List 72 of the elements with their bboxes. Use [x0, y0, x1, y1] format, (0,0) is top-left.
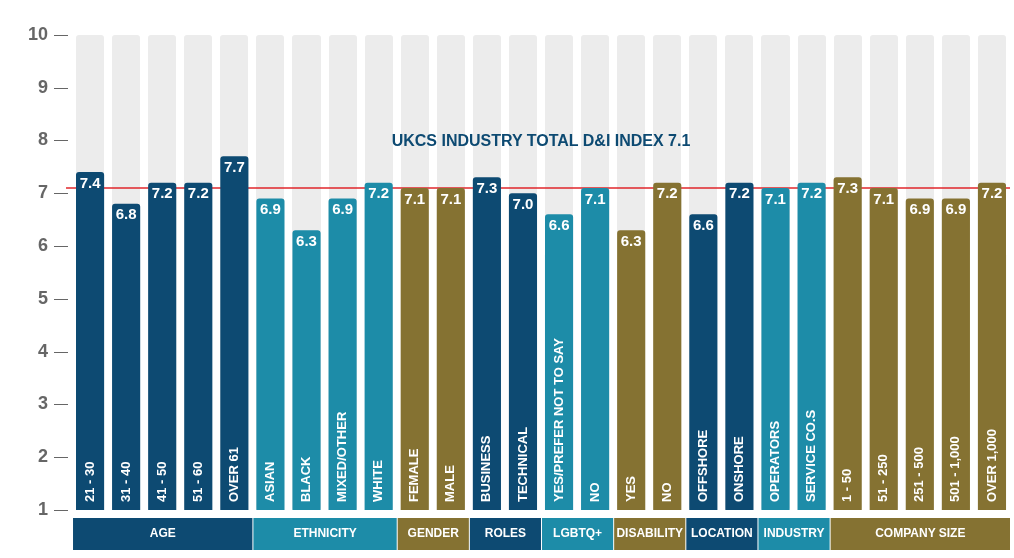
- x-tick-label: OVER 1,000: [983, 429, 999, 502]
- data-label: 7.4: [79, 173, 102, 191]
- ref-line-label: UKCS INDUSTRY TOTAL D&I INDEX 7.1: [391, 132, 691, 150]
- data-label: 7.7: [223, 157, 245, 175]
- x-tick-label: TECHNICAL: [514, 426, 530, 502]
- y-tick-label: 7: [38, 182, 49, 203]
- text: DISABILITY: [616, 526, 684, 541]
- data-label: 6.6: [548, 215, 570, 233]
- data-label: 6.6: [692, 215, 714, 233]
- x-tick-label: MALE: [442, 464, 458, 502]
- data-label: 7.0: [512, 194, 534, 212]
- data-label: 7.1: [873, 189, 895, 207]
- text: AGE: [149, 526, 176, 541]
- data-label: 7.3: [837, 179, 859, 196]
- x-tick-label: 51 - 60: [189, 461, 205, 502]
- y-tick-label: 8: [38, 129, 49, 150]
- x-tick-label: 251 - 500: [911, 447, 927, 502]
- x-tick-label: YES: [622, 475, 638, 502]
- data-label: 7.2: [187, 184, 209, 202]
- data-label: 7.3: [476, 179, 498, 196]
- data-label: 6.3: [620, 231, 642, 249]
- x-tick-label: ONSHORE: [731, 435, 747, 502]
- data-label: 7.1: [404, 189, 426, 207]
- x-tick-label: 1 - 50: [839, 468, 855, 502]
- text: ETHNICITY: [293, 526, 357, 541]
- y-tick-label: 1: [38, 498, 49, 519]
- x-tick-label: 31 - 40: [117, 461, 133, 502]
- y-tick-label: 3: [38, 393, 49, 414]
- x-tick-label: NO: [586, 482, 602, 502]
- x-tick-label: 41 - 50: [153, 461, 169, 502]
- data-label: 7.2: [368, 184, 390, 202]
- text: INDUSTRY: [763, 526, 825, 541]
- text: GENDER: [407, 526, 460, 541]
- x-tick-label: OVER 61: [225, 447, 241, 502]
- data-label: 7.2: [981, 184, 1003, 202]
- y-tick-label: 9: [38, 76, 49, 97]
- x-tick-label: 21 - 30: [81, 461, 97, 502]
- x-tick-label: FEMALE: [406, 448, 422, 502]
- data-label: 7.2: [151, 184, 173, 202]
- text: LOCATION: [691, 526, 753, 541]
- data-label: 7.1: [765, 189, 786, 207]
- y-tick-label: 6: [38, 234, 49, 255]
- x-tick-label: ASIAN: [262, 461, 278, 502]
- x-tick-label: OPERATORS: [767, 420, 783, 502]
- data-label: 7.1: [584, 189, 606, 207]
- x-tick-label: MIXED/OTHER: [334, 411, 350, 502]
- data-label: 6.9: [260, 200, 281, 218]
- x-tick-label: YES/PREFER NOT TO SAY: [550, 337, 566, 502]
- text: LGBTQ+: [553, 526, 603, 541]
- y-tick-label: 5: [38, 287, 49, 308]
- data-label: 6.9: [909, 200, 931, 218]
- data-label: 7.2: [801, 184, 823, 202]
- data-label: 7.1: [440, 189, 462, 207]
- y-tick-label: 2: [38, 446, 49, 467]
- data-label: 7.2: [729, 184, 750, 202]
- data-label: 6.8: [115, 205, 137, 223]
- data-label: 6.9: [945, 200, 967, 218]
- data-label: 6.3: [296, 231, 317, 249]
- x-tick-label: OFFSHORE: [694, 429, 710, 502]
- x-tick-label: 501 - 1,000: [947, 436, 963, 502]
- x-tick-label: BLACK: [298, 455, 314, 502]
- x-tick-label: 51 - 250: [875, 454, 891, 502]
- x-tick-label: NO: [658, 482, 674, 502]
- data-label: 7.2: [656, 184, 678, 202]
- x-tick-label: WHITE: [370, 459, 386, 502]
- y-tick-label: 4: [38, 340, 49, 361]
- x-tick-label: SERVICE CO.S: [803, 409, 819, 502]
- text: COMPANY SIZE: [875, 526, 966, 541]
- y-tick-label: 10: [27, 23, 49, 44]
- x-tick-label: BUSINESS: [478, 435, 494, 502]
- text: ROLES: [484, 526, 527, 541]
- data-label: 6.9: [332, 200, 354, 218]
